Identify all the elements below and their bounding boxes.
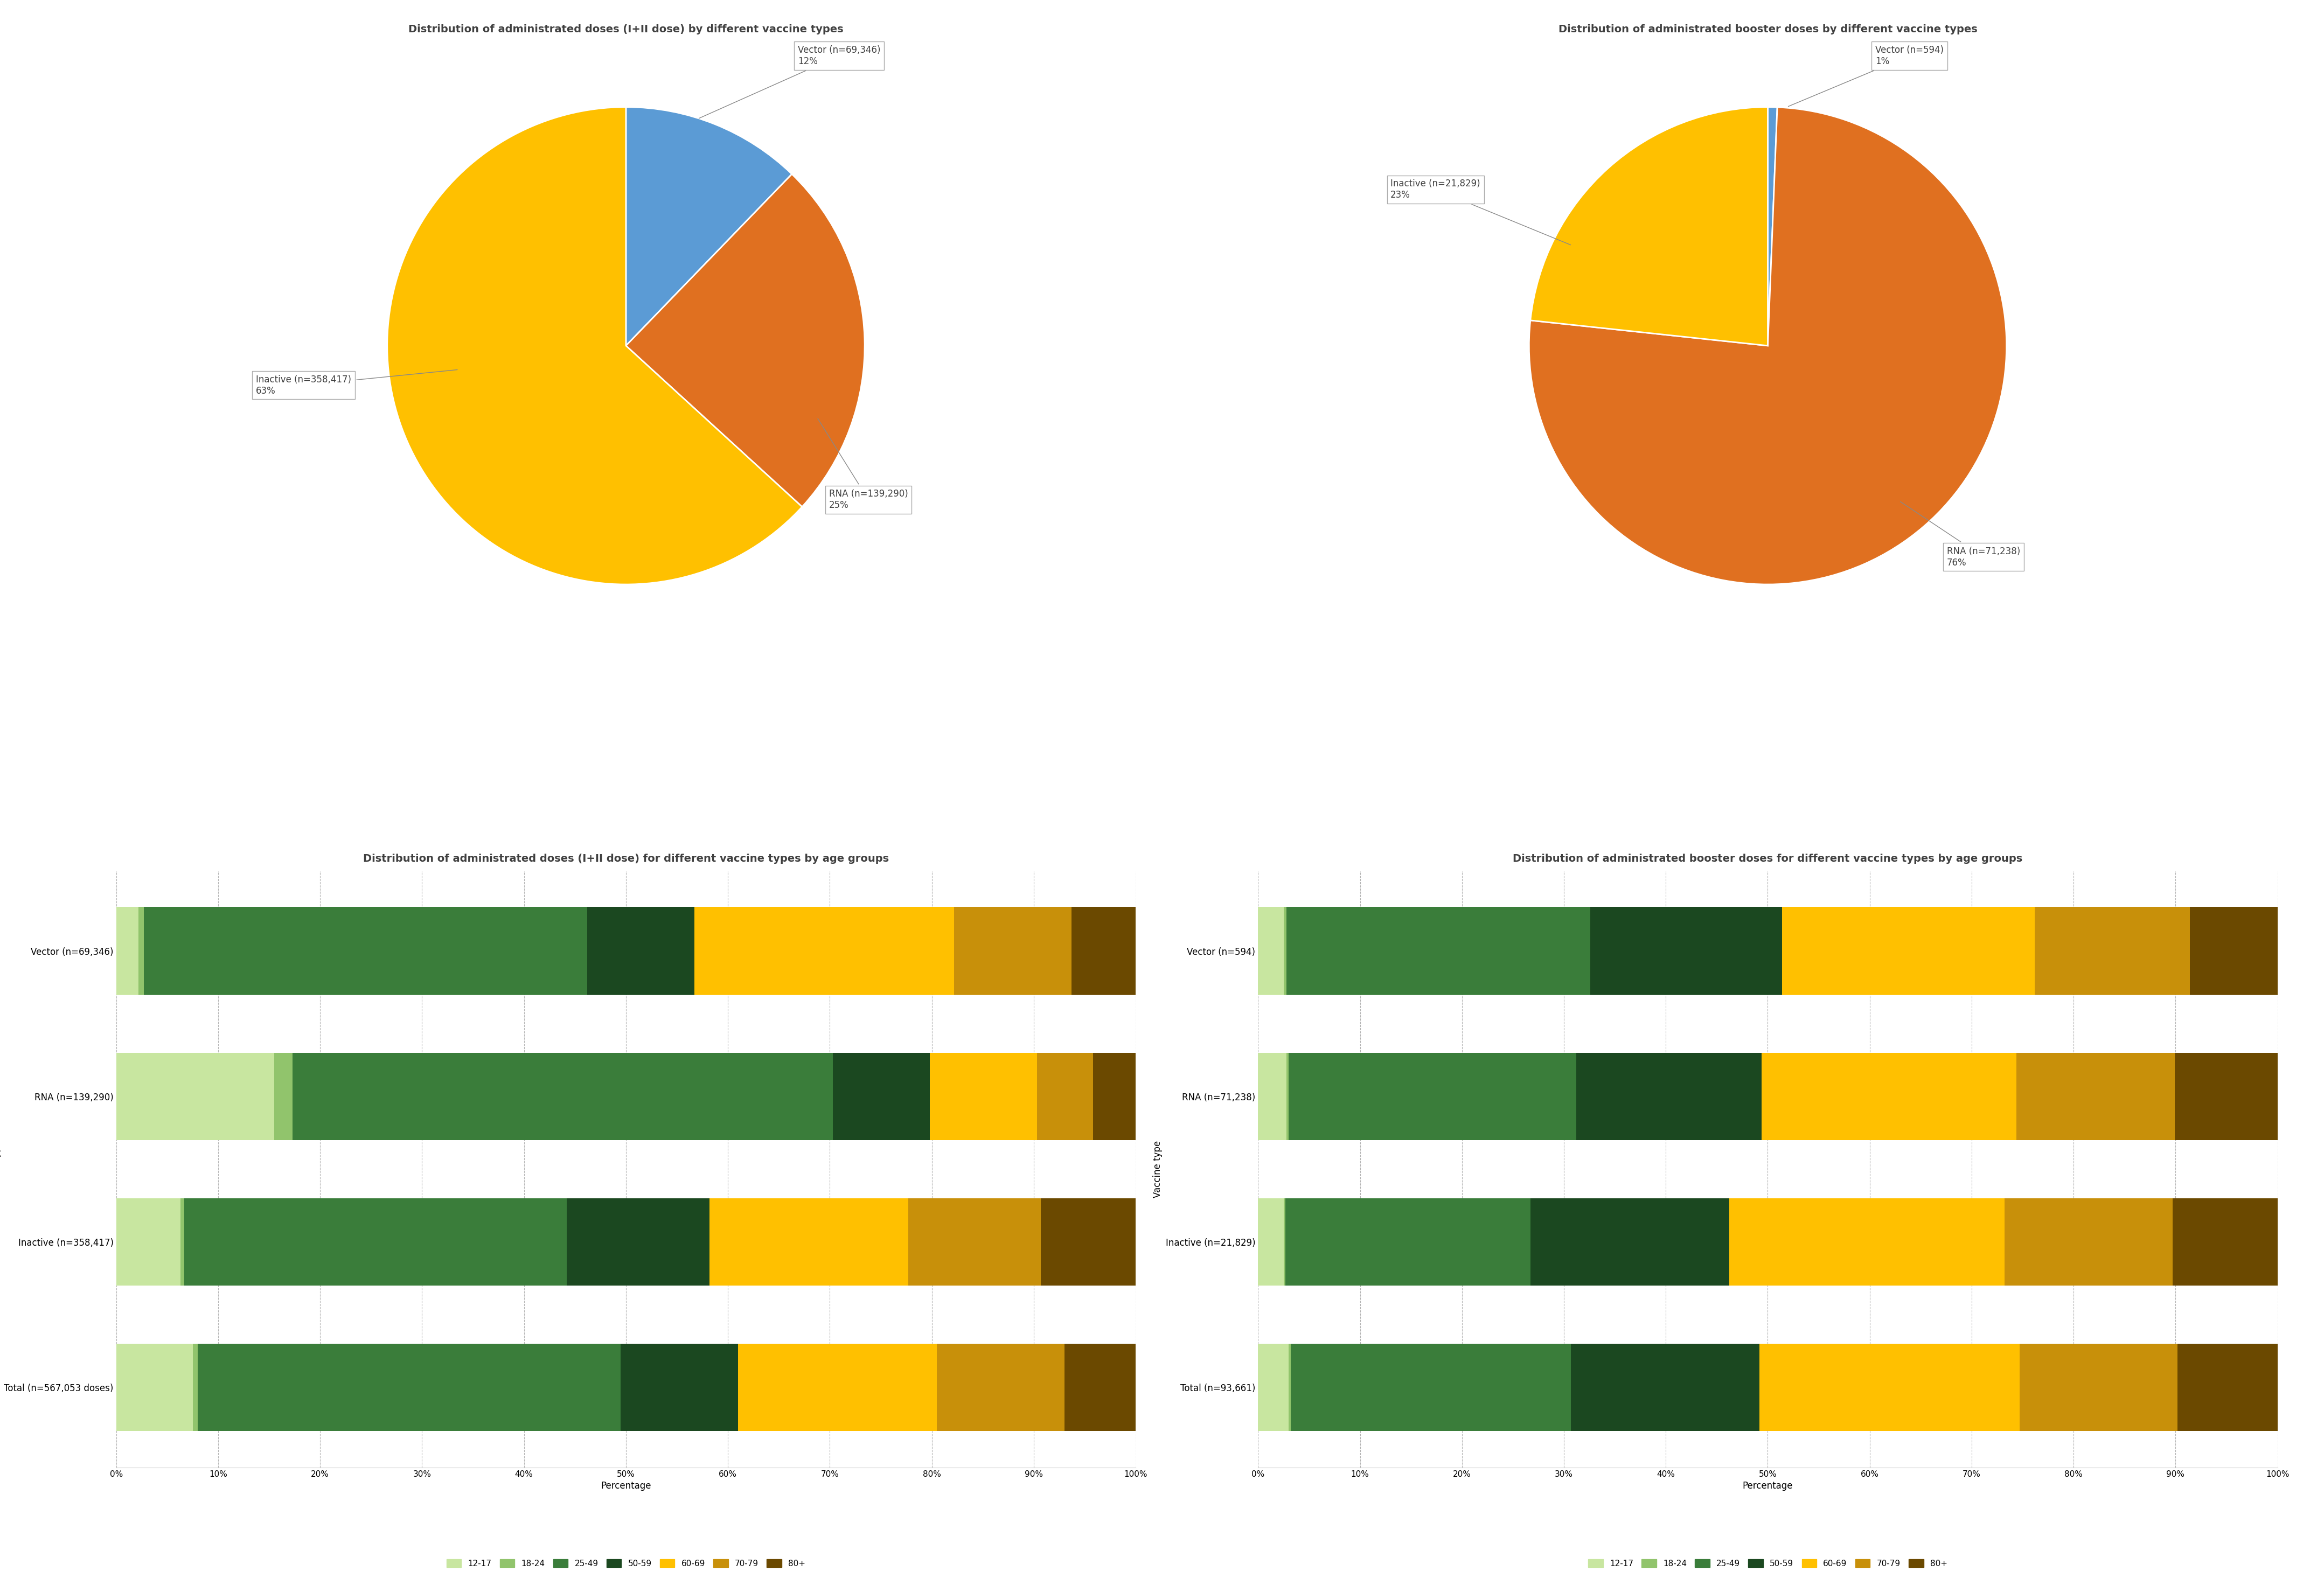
Bar bbox=[937, 1344, 1064, 1431]
Bar bbox=[2036, 907, 2189, 994]
Bar bbox=[588, 907, 695, 994]
Text: Vector (n=69,346)
12%: Vector (n=69,346) 12% bbox=[700, 46, 881, 118]
Bar bbox=[832, 1053, 930, 1139]
Wedge shape bbox=[388, 107, 802, 584]
Title: Distribution of administrated doses (I+II dose) by different vaccine types: Distribution of administrated doses (I+I… bbox=[409, 24, 844, 35]
Bar bbox=[1064, 1344, 1136, 1431]
Bar bbox=[2017, 1053, 2175, 1139]
Bar bbox=[1257, 1344, 1287, 1431]
X-axis label: Percentage: Percentage bbox=[602, 1482, 651, 1491]
Bar bbox=[1783, 907, 2036, 994]
Text: Inactive (n=21,829)
23%: Inactive (n=21,829) 23% bbox=[1390, 178, 1571, 245]
Wedge shape bbox=[1532, 107, 1769, 346]
Wedge shape bbox=[1529, 107, 2006, 584]
Bar bbox=[1729, 1198, 2003, 1286]
Bar bbox=[193, 1344, 198, 1431]
Bar bbox=[2189, 907, 2278, 994]
Bar bbox=[1762, 1053, 2017, 1139]
Wedge shape bbox=[1769, 107, 1778, 346]
Bar bbox=[274, 1053, 293, 1139]
Bar bbox=[116, 1344, 193, 1431]
Bar bbox=[1257, 907, 1283, 994]
Bar bbox=[709, 1198, 909, 1286]
Legend: 12-17, 18-24, 25-49, 50-59, 60-69, 70-79, 80+: 12-17, 18-24, 25-49, 50-59, 60-69, 70-79… bbox=[444, 1556, 809, 1570]
Bar bbox=[1287, 907, 1590, 994]
Bar bbox=[144, 907, 588, 994]
Bar bbox=[116, 907, 139, 994]
Text: Inactive (n=358,417)
63%: Inactive (n=358,417) 63% bbox=[256, 369, 458, 396]
Bar bbox=[2173, 1198, 2278, 1286]
Bar bbox=[1071, 907, 1136, 994]
Legend: 12-17, 18-24, 25-49, 50-59, 60-69, 70-79, 80+: 12-17, 18-24, 25-49, 50-59, 60-69, 70-79… bbox=[1585, 1556, 1950, 1570]
Bar bbox=[955, 907, 1071, 994]
Bar bbox=[1571, 1344, 1759, 1431]
Bar bbox=[1257, 1053, 1287, 1139]
Bar bbox=[930, 1053, 1037, 1139]
Bar bbox=[2003, 1198, 2173, 1286]
Bar bbox=[739, 1344, 937, 1431]
Bar bbox=[1529, 1198, 1729, 1286]
Bar bbox=[695, 907, 955, 994]
Bar bbox=[2020, 1344, 2178, 1431]
Bar bbox=[1092, 1053, 1136, 1139]
Text: RNA (n=71,238)
76%: RNA (n=71,238) 76% bbox=[1901, 502, 2020, 568]
Bar bbox=[1037, 1053, 1092, 1139]
Bar bbox=[116, 1053, 274, 1139]
Bar bbox=[1287, 1053, 1576, 1139]
Bar bbox=[1290, 1344, 1571, 1431]
Bar bbox=[1283, 907, 1287, 994]
Bar bbox=[1285, 1198, 1529, 1286]
Bar bbox=[2178, 1344, 2278, 1431]
Bar bbox=[1759, 1344, 2020, 1431]
Bar bbox=[184, 1198, 567, 1286]
Bar bbox=[909, 1198, 1041, 1286]
Title: Distribution of administrated doses (I+II dose) for different vaccine types by a: Distribution of administrated doses (I+I… bbox=[363, 854, 888, 865]
Bar bbox=[1257, 1198, 1283, 1286]
Bar bbox=[293, 1053, 832, 1139]
Bar bbox=[567, 1198, 709, 1286]
Bar bbox=[116, 1198, 181, 1286]
Title: Distribution of administrated booster doses for different vaccine types by age g: Distribution of administrated booster do… bbox=[1513, 854, 2022, 865]
Bar bbox=[181, 1198, 184, 1286]
Bar bbox=[1576, 1053, 1762, 1139]
Text: RNA (n=139,290)
25%: RNA (n=139,290) 25% bbox=[818, 418, 909, 510]
Text: Vector (n=594)
1%: Vector (n=594) 1% bbox=[1787, 46, 1943, 106]
Y-axis label: Vaccine type: Vaccine type bbox=[1153, 1141, 1162, 1198]
Wedge shape bbox=[625, 174, 865, 507]
Bar bbox=[139, 907, 144, 994]
Bar bbox=[198, 1344, 621, 1431]
Bar bbox=[1041, 1198, 1136, 1286]
Bar bbox=[1590, 907, 1783, 994]
X-axis label: Percentage: Percentage bbox=[1743, 1482, 1792, 1491]
Bar bbox=[2175, 1053, 2278, 1139]
Title: Distribution of administrated booster doses by different vaccine types: Distribution of administrated booster do… bbox=[1559, 24, 1978, 35]
Wedge shape bbox=[625, 107, 792, 346]
Bar bbox=[621, 1344, 739, 1431]
